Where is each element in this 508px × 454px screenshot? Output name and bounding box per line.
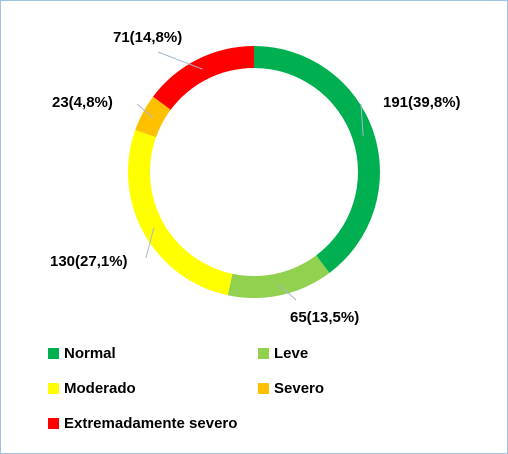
donut-segment xyxy=(127,129,233,296)
legend-swatch xyxy=(258,348,269,359)
legend-label: Normal xyxy=(64,345,116,362)
leader-line xyxy=(278,283,297,301)
legend-swatch xyxy=(48,383,59,394)
legend-swatch xyxy=(258,383,269,394)
data-label: 71(14,8%) xyxy=(113,29,182,46)
leader-line xyxy=(136,103,153,119)
legend-swatch xyxy=(48,348,59,359)
donut-segment xyxy=(153,46,254,110)
legend-label: Moderado xyxy=(64,380,136,397)
legend-label: Severo xyxy=(274,380,324,397)
leader-line xyxy=(360,103,364,136)
legend-label: Leve xyxy=(274,345,308,362)
legend-label: Extremadamente severo xyxy=(64,415,237,432)
data-label: 23(4,8%) xyxy=(52,94,113,111)
legend-swatch xyxy=(48,418,59,429)
donut-segment xyxy=(227,255,330,299)
donut-segment xyxy=(254,46,380,273)
data-label: 130(27,1%) xyxy=(50,253,128,270)
leader-line xyxy=(145,228,155,259)
leader-line xyxy=(157,51,203,70)
data-label: 65(13,5%) xyxy=(290,309,359,326)
data-label: 191(39,8%) xyxy=(383,94,461,111)
donut-segment xyxy=(135,96,171,138)
